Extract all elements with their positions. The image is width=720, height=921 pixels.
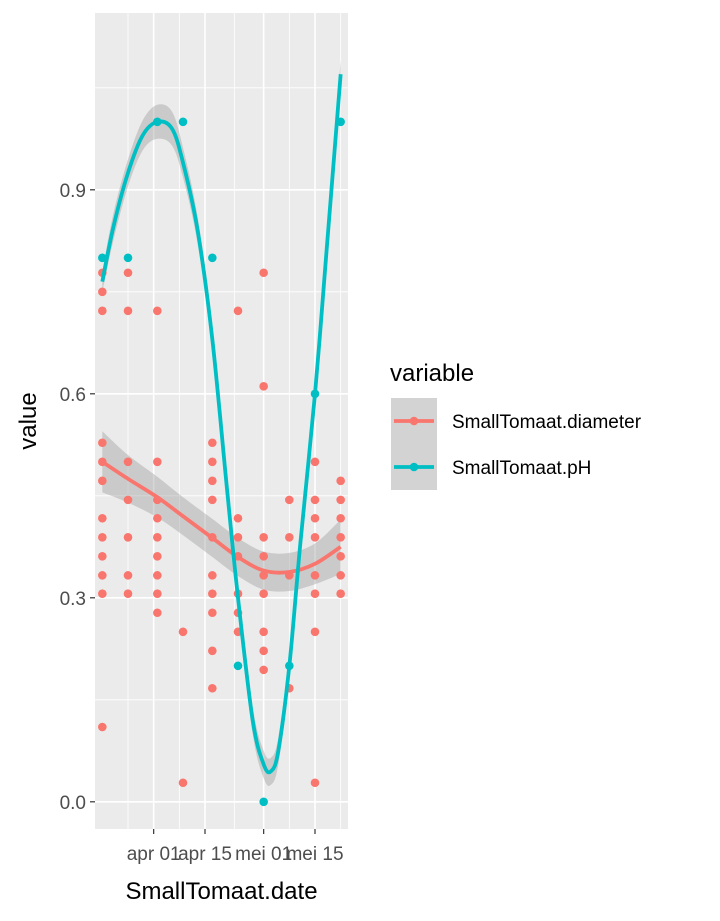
x-tick-label: mei 01	[235, 844, 292, 865]
smooth-line	[100, 74, 343, 775]
data-point	[178, 627, 188, 637]
data-point	[233, 306, 243, 316]
data-point	[233, 661, 243, 671]
data-point	[123, 571, 133, 580]
data-point	[98, 306, 107, 316]
data-point	[153, 571, 162, 580]
x-tick-label: apr 01	[127, 844, 181, 865]
data-point	[310, 457, 320, 467]
data-point	[153, 589, 162, 599]
data-point	[98, 476, 107, 486]
x-axis-title: SmallTomaat.date	[125, 878, 317, 905]
data-point	[178, 117, 188, 127]
data-point	[310, 778, 320, 788]
data-point	[123, 495, 133, 505]
data-point	[98, 253, 107, 263]
data-point	[259, 382, 268, 391]
data-point	[208, 476, 217, 486]
data-point	[233, 532, 243, 542]
data-point	[310, 532, 320, 542]
data-point	[259, 665, 268, 675]
data-point	[98, 589, 107, 599]
y-axis-title: value	[15, 392, 42, 449]
data-point	[336, 532, 345, 542]
data-point	[336, 476, 345, 486]
data-point	[123, 253, 133, 263]
data-point	[123, 589, 133, 599]
data-point	[336, 495, 345, 505]
data-point	[123, 306, 133, 316]
data-point	[310, 627, 320, 637]
data-point	[98, 722, 107, 732]
y-tick-label: 0.6	[60, 385, 86, 406]
data-point	[153, 552, 162, 561]
y-axis: 0.0 0.3 0.6 0.9	[60, 181, 95, 814]
data-point	[336, 589, 345, 599]
legend-label: SmallTomaat.pH	[452, 458, 591, 479]
data-point	[259, 552, 268, 561]
data-point	[259, 627, 268, 637]
data-point	[208, 571, 217, 580]
smooth-line	[101, 460, 342, 575]
legend-key-point	[409, 416, 419, 426]
data-point	[208, 438, 217, 448]
data-point	[98, 552, 107, 561]
data-point	[336, 513, 345, 523]
data-point	[208, 457, 217, 467]
x-tick-label: apr 15	[178, 844, 232, 865]
legend-title: variable	[390, 360, 474, 387]
data-point	[208, 589, 217, 599]
data-point	[98, 513, 107, 523]
data-point	[123, 457, 133, 467]
data-point	[153, 608, 162, 618]
data-point	[259, 268, 268, 278]
data-point	[233, 513, 243, 523]
legend-key-point	[409, 462, 419, 472]
data-point	[259, 589, 268, 599]
data-point	[208, 608, 217, 618]
data-point	[208, 495, 217, 505]
data-point	[310, 495, 320, 505]
data-point	[98, 571, 107, 580]
data-point	[259, 646, 268, 656]
x-tick-label: mei 15	[286, 844, 343, 865]
data-point	[178, 778, 188, 788]
data-point	[310, 513, 320, 523]
data-point	[310, 571, 320, 580]
data-point	[98, 287, 107, 297]
data-point	[310, 589, 320, 599]
data-point	[259, 797, 268, 807]
data-point	[208, 253, 217, 263]
data-point	[336, 571, 345, 580]
major-gridlines	[95, 13, 348, 829]
y-tick-label: 0.3	[60, 589, 86, 610]
data-point	[285, 495, 294, 505]
y-tick-label: 0.0	[60, 793, 86, 814]
data-point	[153, 306, 162, 316]
data-point	[285, 532, 294, 542]
data-point	[336, 552, 345, 561]
data-point	[98, 438, 107, 448]
data-point	[153, 513, 162, 523]
legend: variable SmallTomaat.diameterSmallTomaat…	[390, 360, 642, 490]
data-point	[259, 532, 268, 542]
minor-gridlines	[95, 13, 348, 829]
smooth-lines	[100, 74, 343, 775]
data-point	[153, 532, 162, 542]
data-point	[208, 683, 217, 693]
data-points	[98, 117, 345, 807]
data-point	[208, 646, 217, 656]
data-point	[123, 532, 133, 542]
data-point	[153, 457, 162, 467]
legend-items: SmallTomaat.diameter SmallTomaat.pH	[391, 398, 642, 490]
y-tick-label: 0.9	[60, 181, 86, 202]
data-point	[259, 571, 268, 580]
data-point	[123, 268, 133, 278]
data-point	[98, 532, 107, 542]
legend-label: SmallTomaat.diameter	[452, 412, 642, 433]
